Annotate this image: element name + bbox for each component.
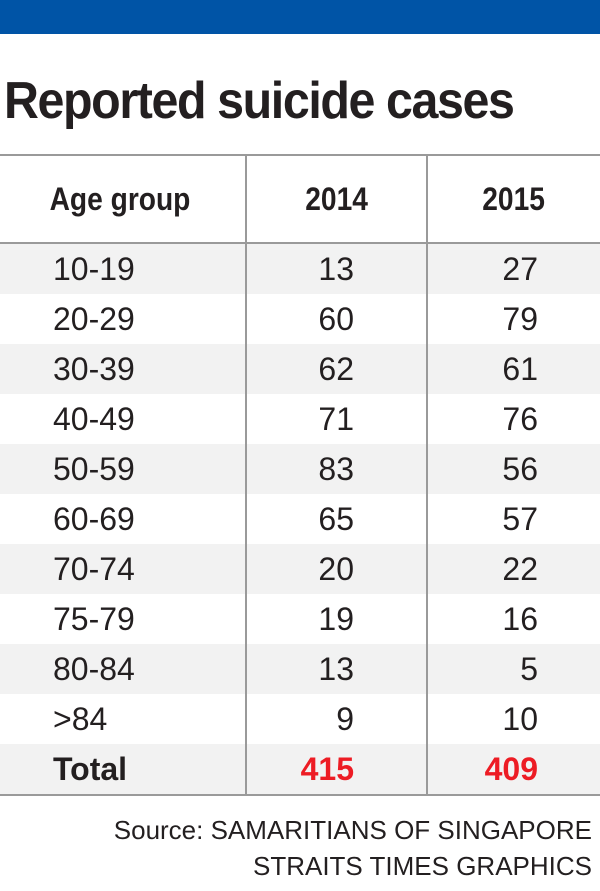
value-2015-cell: 57 xyxy=(426,494,600,544)
age-group-cell: 80-84 xyxy=(0,644,246,694)
value-2014-cell: 13 xyxy=(245,243,427,294)
table-row: 70-74 20 22 xyxy=(0,544,600,594)
age-group-cell: 10-19 xyxy=(0,243,246,294)
source-line: Source: SAMARITIANS OF SINGAPORE xyxy=(113,815,592,845)
data-table-container: Age group 2014 2015 10-19 13 27 20-29 60 79 30… xyxy=(0,154,600,796)
total-2014-cell: 415 xyxy=(245,744,427,795)
value-2015-cell: 10 xyxy=(426,694,600,744)
total-row: Total 415 409 xyxy=(0,744,600,795)
value-2014-cell: 62 xyxy=(245,344,427,394)
total-label-cell: Total xyxy=(0,744,246,795)
table-row: 80-84 13 5 xyxy=(0,644,600,694)
value-2015-cell: 76 xyxy=(426,394,600,444)
data-table: Age group 2014 2015 10-19 13 27 20-29 60 79 30… xyxy=(0,154,600,796)
table-body: 10-19 13 27 20-29 60 79 30-39 62 61 40-49 71 76 50-5… xyxy=(0,243,600,795)
value-2015-cell: 79 xyxy=(426,294,600,344)
value-2014-cell: 20 xyxy=(245,544,427,594)
table-row: >84 9 10 xyxy=(0,694,600,744)
age-group-cell: 75-79 xyxy=(0,594,246,644)
table-row: 20-29 60 79 xyxy=(0,294,600,344)
value-2015-cell: 5 xyxy=(426,644,600,694)
age-group-cell: 40-49 xyxy=(0,394,246,444)
value-2015-cell: 22 xyxy=(426,544,600,594)
age-group-cell: 60-69 xyxy=(0,494,246,544)
value-2014-cell: 13 xyxy=(245,644,427,694)
age-group-cell: >84 xyxy=(0,694,246,744)
age-group-cell: 50-59 xyxy=(0,444,246,494)
top-color-bar xyxy=(0,0,600,34)
total-2015-cell: 409 xyxy=(426,744,600,795)
value-2014-cell: 71 xyxy=(245,394,427,444)
table-row: 75-79 19 16 xyxy=(0,594,600,644)
chart-title: Reported suicide cases xyxy=(4,72,515,130)
source-credit: Source: SAMARITIANS OF SINGAPORE STRAITS… xyxy=(114,812,592,884)
value-2015-cell: 56 xyxy=(426,444,600,494)
value-2015-cell: 27 xyxy=(426,243,600,294)
column-header-2014: 2014 xyxy=(245,155,427,244)
table-row: 30-39 62 61 xyxy=(0,344,600,394)
age-group-cell: 70-74 xyxy=(0,544,246,594)
value-2014-cell: 83 xyxy=(245,444,427,494)
value-2015-cell: 16 xyxy=(426,594,600,644)
table-row: 50-59 83 56 xyxy=(0,444,600,494)
table-row: 40-49 71 76 xyxy=(0,394,600,444)
value-2014-cell: 60 xyxy=(245,294,427,344)
table-header-row: Age group 2014 2015 xyxy=(0,155,600,244)
value-2014-cell: 65 xyxy=(245,494,427,544)
value-2015-cell: 61 xyxy=(426,344,600,394)
credit-line: STRAITS TIMES GRAPHICS xyxy=(252,851,592,881)
table-row: 10-19 13 27 xyxy=(0,243,600,294)
table-row: 60-69 65 57 xyxy=(0,494,600,544)
value-2014-cell: 19 xyxy=(245,594,427,644)
age-group-cell: 30-39 xyxy=(0,344,246,394)
column-header-age-group: Age group xyxy=(0,155,246,244)
value-2014-cell: 9 xyxy=(245,694,427,744)
age-group-cell: 20-29 xyxy=(0,294,246,344)
column-header-2015: 2015 xyxy=(426,155,600,244)
